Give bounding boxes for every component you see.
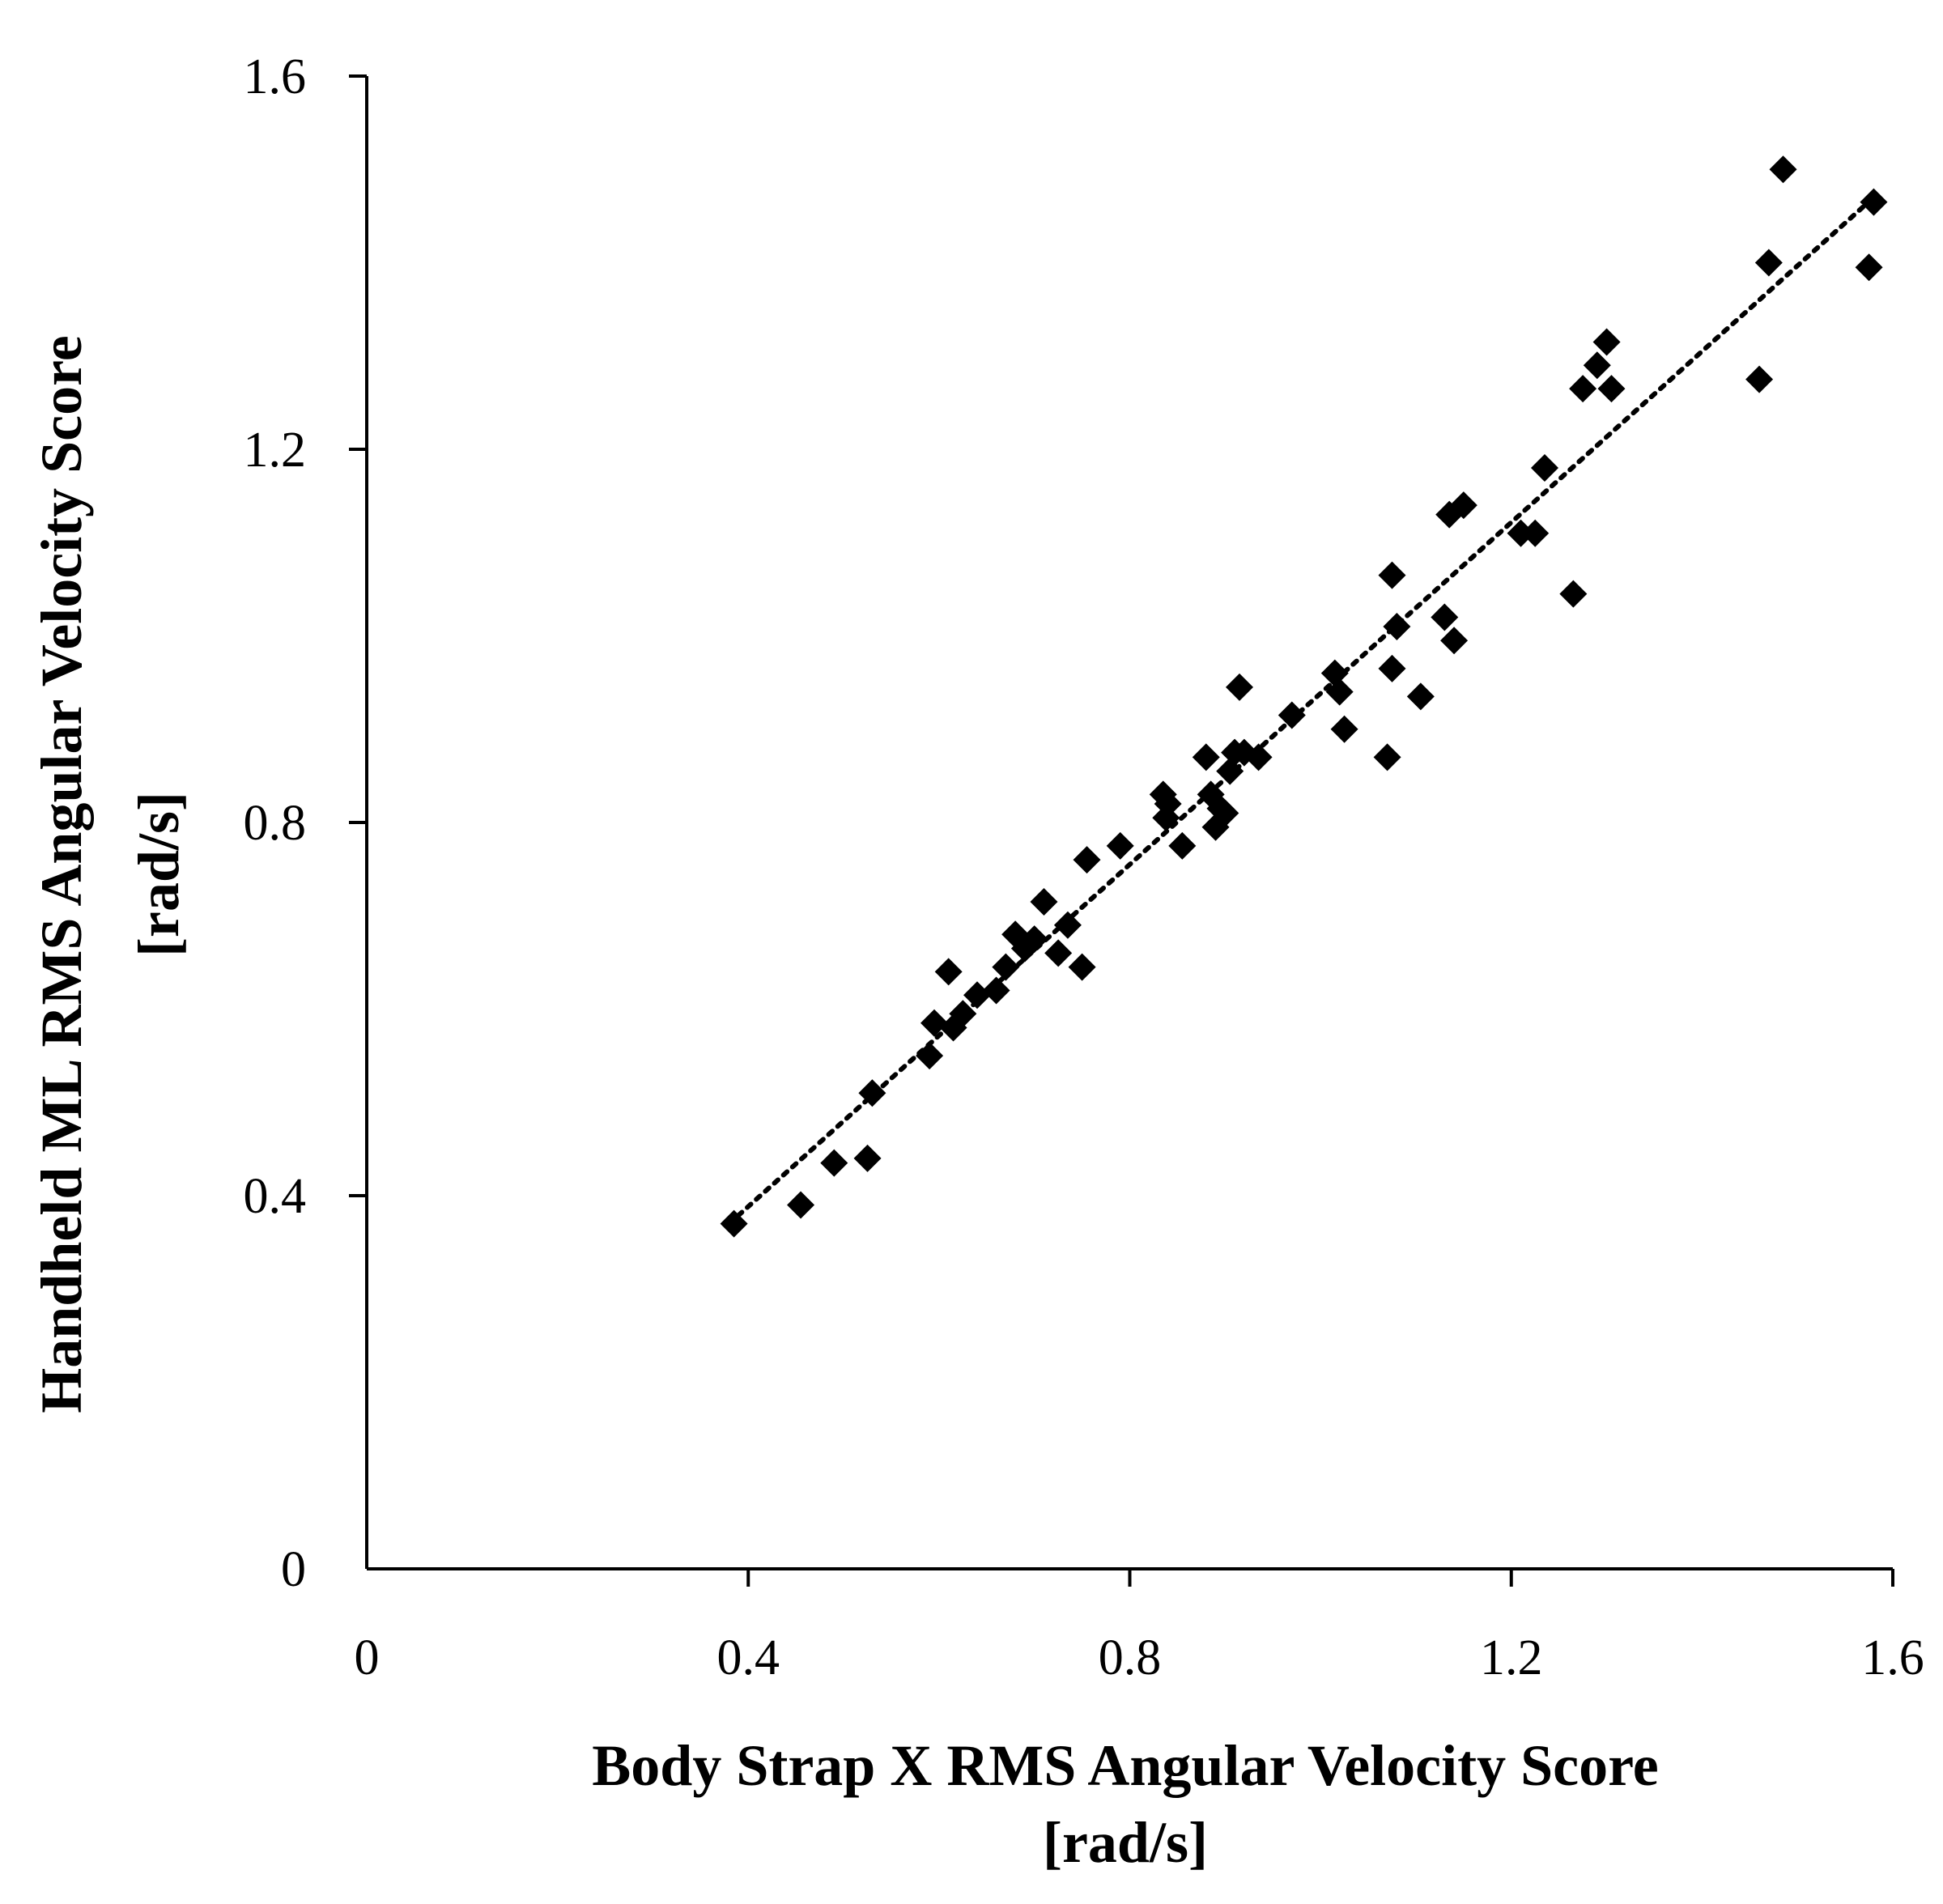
data-points	[720, 155, 1888, 1238]
trendline	[726, 194, 1877, 1226]
x-axis-ticks: 0 0.4 0.8 1.2 1.6	[355, 1569, 1924, 1685]
y-axis-title-line-2: [rad/s]	[126, 792, 191, 957]
data-point	[916, 1042, 944, 1070]
data-point	[787, 1191, 815, 1219]
data-point	[934, 958, 963, 986]
data-point	[1754, 249, 1783, 277]
data-point	[1278, 701, 1306, 729]
data-point	[1855, 253, 1883, 282]
y-tick-label: 1.2	[244, 423, 307, 478]
data-point	[1020, 925, 1048, 954]
data-point	[1431, 603, 1459, 631]
data-point	[1378, 654, 1406, 682]
data-point	[1383, 612, 1411, 640]
data-point	[858, 1079, 886, 1107]
data-point	[949, 1000, 977, 1028]
data-point	[1106, 831, 1134, 860]
data-point	[963, 981, 991, 1009]
y-tick-label: 0	[281, 1542, 306, 1597]
y-tick-label: 0.8	[244, 796, 307, 851]
data-point	[1406, 682, 1435, 711]
data-point	[1330, 715, 1358, 743]
data-point	[720, 1209, 748, 1238]
data-point	[982, 976, 1010, 1005]
data-point	[1569, 375, 1597, 403]
y-axis-title-line-1: Handheld ML RMS Angular Velocity Score	[29, 335, 94, 1413]
data-point	[1860, 188, 1888, 216]
data-point	[1068, 953, 1096, 981]
data-point	[1559, 580, 1588, 608]
y-tick-label: 1.6	[244, 49, 307, 104]
x-tick-label: 0.4	[717, 1630, 780, 1685]
data-point	[1168, 831, 1197, 860]
data-point	[820, 1149, 848, 1177]
data-point	[920, 1009, 948, 1037]
x-tick-label: 1.6	[1861, 1630, 1924, 1685]
data-point	[1583, 351, 1611, 380]
data-point	[1320, 659, 1349, 687]
data-point	[1073, 846, 1101, 874]
data-point	[1154, 789, 1182, 818]
data-point	[1211, 799, 1239, 827]
x-tick-label: 0.8	[1099, 1630, 1162, 1685]
x-axis-title-line-1: Body Strap X RMS Angular Velocity Score	[592, 1733, 1658, 1798]
data-point	[992, 953, 1020, 981]
data-point	[1225, 673, 1253, 701]
data-point	[1769, 155, 1797, 184]
data-point	[1216, 757, 1244, 785]
data-point	[1745, 365, 1774, 393]
data-point	[1597, 375, 1626, 403]
data-point	[1530, 454, 1558, 482]
x-tick-label: 1.2	[1480, 1630, 1543, 1685]
data-point	[1192, 743, 1220, 771]
data-point	[1325, 678, 1354, 706]
data-point	[1044, 939, 1073, 967]
data-point	[1521, 519, 1550, 547]
data-point	[1378, 561, 1406, 589]
axes	[365, 76, 1893, 1570]
x-axis-title-line-2: [rad/s]	[1043, 1810, 1208, 1875]
data-point	[853, 1144, 882, 1172]
data-point	[1053, 911, 1082, 939]
y-tick-label: 0.4	[244, 1169, 307, 1224]
data-point	[1244, 743, 1273, 771]
data-point	[1440, 627, 1469, 655]
y-axis-ticks: 0 0.4 0.8 1.2 1.6	[244, 49, 367, 1597]
x-tick-label: 0	[355, 1630, 380, 1685]
data-point	[1592, 328, 1621, 356]
data-point	[1373, 743, 1401, 771]
data-point	[1449, 491, 1477, 520]
data-point	[1030, 887, 1058, 916]
data-point	[1507, 519, 1535, 547]
